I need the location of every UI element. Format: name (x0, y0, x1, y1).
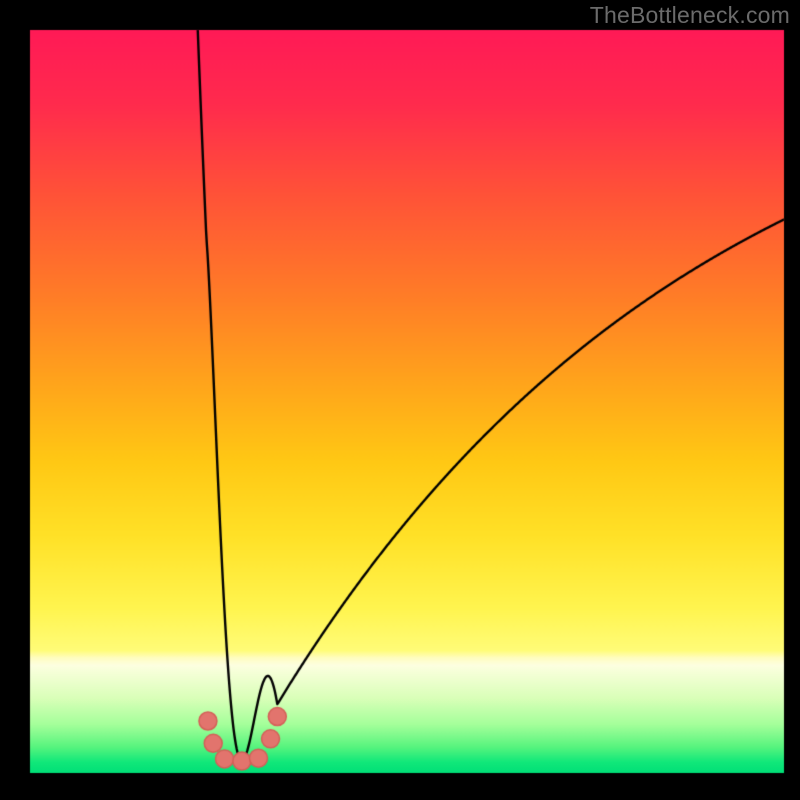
bottleneck-chart-curve (0, 0, 800, 800)
watermark-text: TheBottleneck.com (590, 2, 790, 29)
